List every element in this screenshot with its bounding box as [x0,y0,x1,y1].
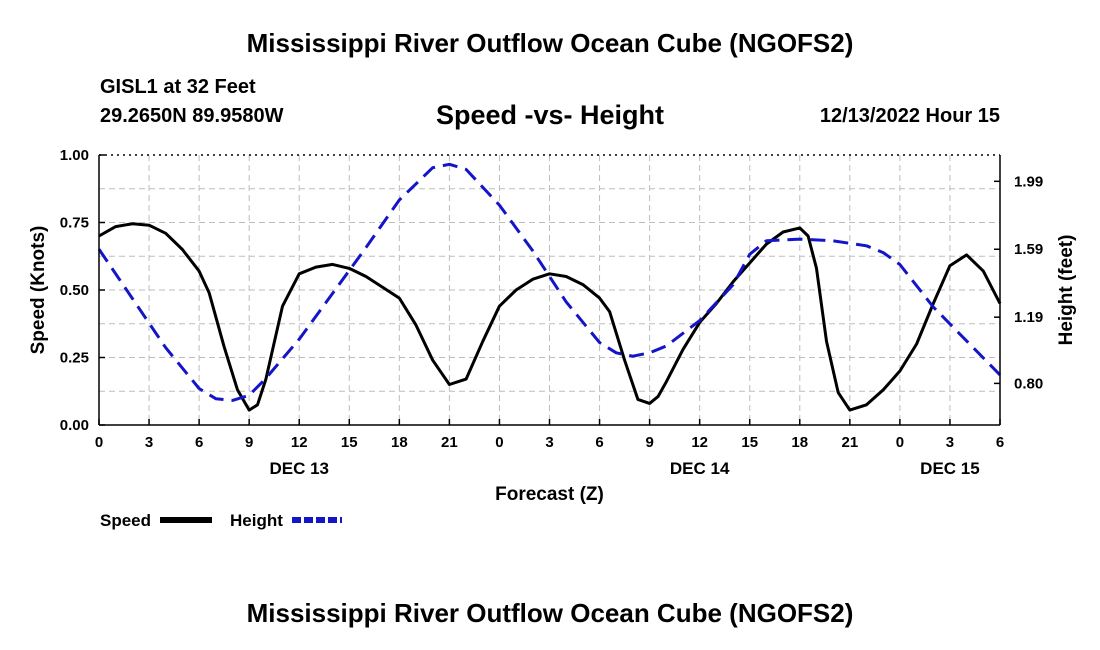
chart-subtitle: Speed -vs- Height [435,100,665,130]
y-axis-title: Speed (Knots) [28,226,49,355]
x-tick-label: 0 [95,434,103,451]
legend-speed-label: Speed [100,511,151,530]
y2-axis-title: Height (feet) [1056,235,1077,346]
station-coordinates: 29.2650N 89.9580W [100,105,284,127]
x-tick-label: 18 [791,434,808,451]
x-tick-label: 6 [595,434,603,451]
x-tick-label: 12 [291,434,308,451]
axis-labels: 0 3 6 9 12 15 18 21 0 3 6 9 12 15 18 21 0 3 6 0.00 0.25 0.50 0… [28,147,1077,505]
y2-tick-label: 0.80 [1014,375,1043,392]
axis-ticks [98,154,1001,426]
speed-series-line [98,222,1002,412]
x-tick-label: 9 [245,434,253,451]
y2-tick-label: 1.59 [1014,241,1043,258]
y-tick-label: 1.00 [60,147,89,164]
y2-tick-label: 1.99 [1014,173,1043,190]
station-label: GISL1 at 32 Feet [100,76,256,98]
x-tick-label: 6 [195,434,203,451]
date-label: DEC 13 [269,459,329,478]
x-tick-label: 3 [946,434,954,451]
x-tick-label: 15 [341,434,358,451]
y-tick-label: 0.75 [60,215,89,232]
y-tick-label: 0.50 [60,282,89,299]
x-tick-label: 21 [441,434,458,451]
date-label: DEC 15 [920,459,980,478]
legend-height-label: Height [230,511,283,530]
chart-main-title: Mississippi River Outflow Ocean Cube (NG… [246,28,854,58]
second-chart-title: Mississippi River Outflow Ocean Cube (NG… [246,598,854,628]
y2-tick-label: 1.19 [1014,309,1043,326]
grid-layer [99,155,1000,425]
series-layer [97,162,1002,412]
date-label: DEC 14 [670,459,730,478]
y-tick-label: 0.25 [60,350,89,367]
x-tick-label: 9 [645,434,653,451]
legend: Speed Height [100,511,342,530]
x-tick-label: 12 [691,434,708,451]
x-tick-label: 3 [545,434,553,451]
x-tick-label: 21 [841,434,858,451]
x-axis-title: Forecast (Z) [495,484,604,505]
height-series-line [97,162,1002,402]
y-tick-label: 0.00 [60,417,89,434]
x-tick-label: 0 [896,434,904,451]
x-tick-label: 18 [391,434,408,451]
x-tick-label: 6 [996,434,1004,451]
x-tick-label: 15 [741,434,758,451]
forecast-datetime: 12/13/2022 Hour 15 [819,105,1000,127]
x-tick-label: 0 [495,434,503,451]
x-tick-label: 3 [145,434,153,451]
